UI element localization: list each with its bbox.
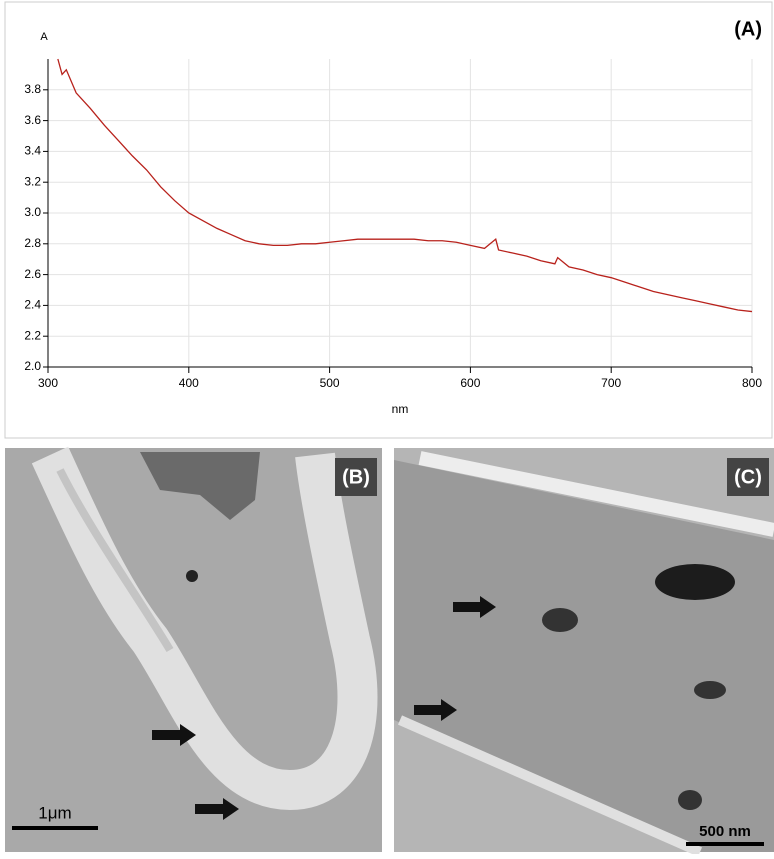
dense-body (678, 790, 702, 810)
micrograph-b: (B) 1μm (5, 446, 382, 852)
chart-frame (4, 1, 773, 439)
scale-bar (12, 826, 98, 830)
spectrum-line (57, 58, 753, 313)
y-axis-label: A (40, 31, 48, 43)
panel-label: (B) (342, 466, 370, 488)
dense-body (655, 564, 735, 600)
x-tick-label: 600 (460, 376, 480, 390)
dense-body (694, 681, 726, 699)
cell-wall (31, 446, 378, 811)
x-tick-label: 300 (38, 376, 58, 390)
membrane (418, 451, 774, 537)
x-tick-label: 700 (601, 376, 621, 390)
arrow (195, 798, 239, 820)
y-tick-label: 2.4 (24, 298, 41, 312)
scale-bar (686, 842, 764, 846)
y-tick-label: 2.6 (24, 267, 41, 281)
y-tick-label: 3.8 (24, 82, 41, 96)
scale-label: 500 nm (699, 823, 751, 840)
y-tick-label: 2.8 (24, 236, 41, 250)
scale-label: 1μm (38, 803, 71, 822)
micrograph-c: (C) 500 nm (394, 448, 774, 857)
panel-label: (C) (734, 466, 762, 488)
y-tick-label: 3.0 (24, 205, 41, 219)
x-tick-label: 800 (742, 376, 762, 390)
x-tick-label: 400 (179, 376, 199, 390)
y-tick-label: 2.2 (24, 328, 41, 342)
label-box (727, 458, 769, 496)
x-axis-label: nm (392, 402, 409, 416)
y-tick-label: 3.2 (24, 174, 41, 188)
y-tick-label: 2.0 (24, 359, 41, 373)
y-tick-label: 3.6 (24, 113, 41, 127)
arrow (414, 699, 457, 721)
dense-body (542, 608, 578, 632)
membrane (397, 715, 703, 857)
cell-detail (56, 468, 174, 653)
panel-label: (A) (734, 18, 762, 40)
particle (186, 570, 198, 582)
debris (140, 452, 260, 520)
label-box (335, 458, 377, 496)
arrow (453, 596, 496, 618)
arrow (152, 724, 196, 746)
x-tick-label: 500 (320, 376, 340, 390)
y-tick-label: 3.4 (24, 144, 41, 158)
